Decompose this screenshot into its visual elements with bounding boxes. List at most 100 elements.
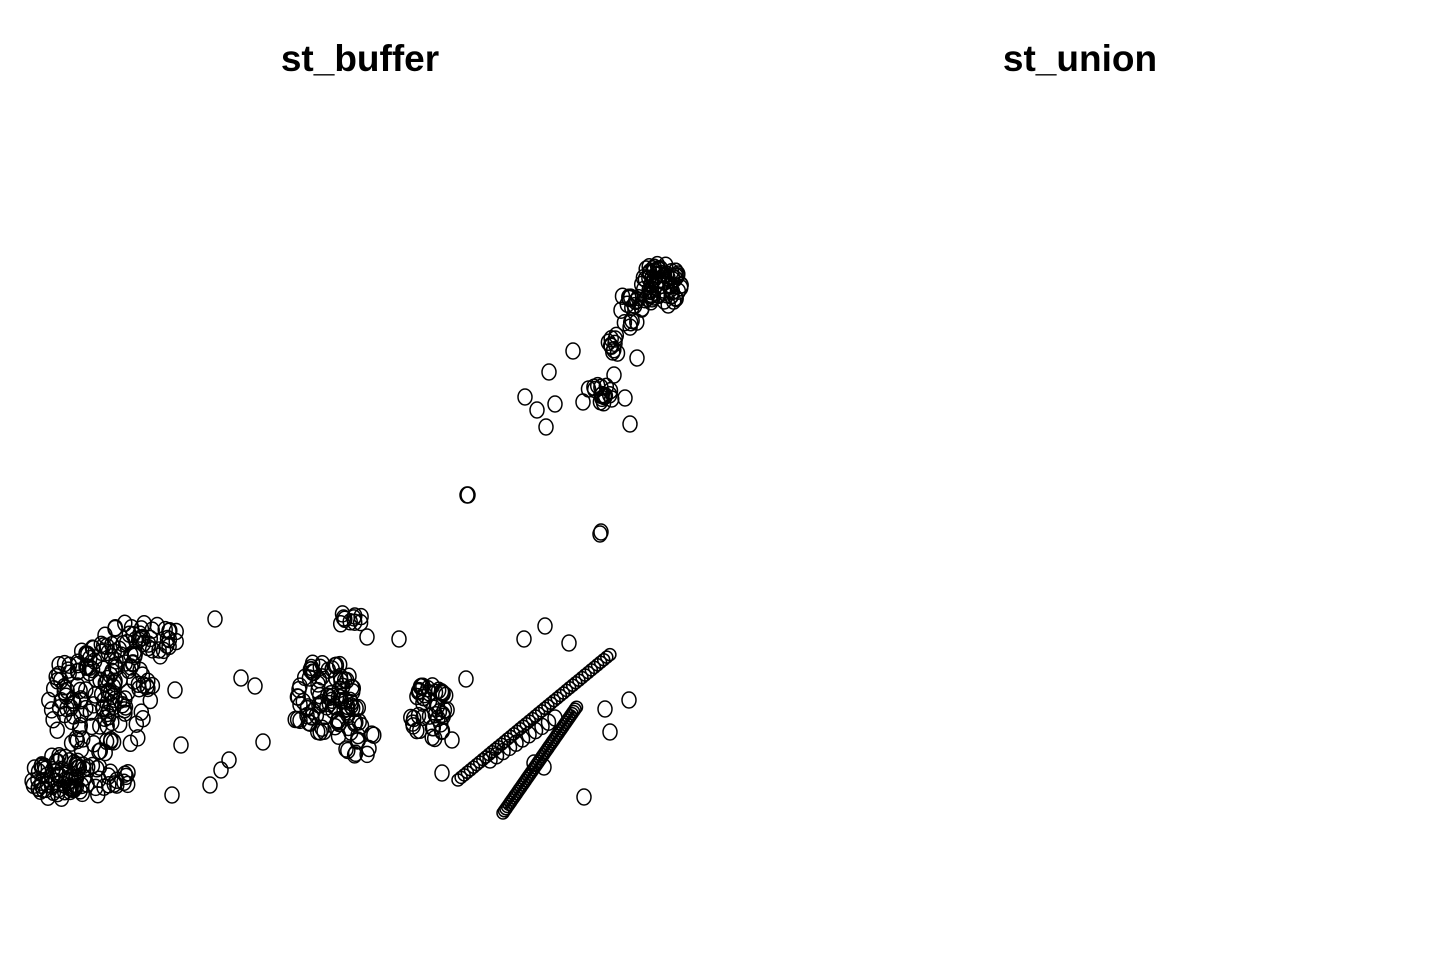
buffer-circle	[568, 702, 582, 717]
buffer-circle	[118, 767, 134, 786]
buffer-circle	[516, 630, 532, 648]
buffer-circle	[434, 764, 450, 782]
buffer-circle	[105, 733, 122, 751]
buffer-circle	[127, 647, 143, 665]
buffer-circle	[142, 691, 159, 710]
buffer-circle	[349, 732, 366, 750]
buffer-circle	[93, 635, 110, 654]
buffer-circle	[359, 628, 375, 646]
panel-title-st-union: st_union	[1002, 38, 1158, 79]
buffer-circle	[322, 684, 339, 703]
buffer-circle	[629, 349, 645, 367]
buffer-circle	[340, 741, 356, 760]
buffer-circle	[424, 718, 441, 737]
buffer-circle	[561, 634, 577, 652]
buffer-circle	[347, 744, 364, 763]
buffer-circle	[114, 695, 131, 714]
buffer-circle	[635, 269, 652, 287]
buffer-circle	[339, 697, 356, 716]
buffer-circle	[569, 700, 584, 714]
buffer-circle	[75, 730, 91, 748]
buffer-circle	[91, 758, 108, 776]
buffer-circle	[26, 759, 43, 777]
union-map	[720, 0, 1440, 960]
buffer-circle	[638, 260, 654, 278]
buffer-circle	[592, 525, 608, 543]
buffer-circle	[221, 751, 237, 769]
buffer-circle	[334, 605, 351, 623]
buffer-circle	[95, 699, 111, 717]
buffer-circle	[130, 675, 147, 694]
buffer-circle	[50, 780, 67, 799]
buffer-circle	[566, 704, 581, 719]
buffer-circle	[135, 628, 151, 647]
buffer-circle	[164, 786, 180, 804]
buffer-circle	[134, 666, 151, 684]
buffer-circle	[670, 282, 687, 300]
buffer-circle	[167, 681, 183, 699]
buffer-circle	[547, 395, 563, 413]
buffer-circle	[600, 650, 614, 664]
buffer-circle	[117, 614, 133, 633]
buffer-circle	[609, 344, 626, 362]
buffer-circle	[331, 655, 348, 674]
buffer-circle	[78, 681, 94, 699]
buffer-circle	[106, 775, 123, 793]
buffer-circle	[437, 686, 454, 705]
panel-title-st-buffer: st_buffer	[280, 38, 440, 79]
buffer-circle	[412, 721, 428, 740]
buffer-circle	[51, 767, 68, 785]
buffer-circle	[41, 691, 57, 710]
buffer-circle	[48, 772, 64, 791]
buffer-circle	[415, 694, 431, 712]
buffer-circle	[159, 636, 175, 654]
buffer-map	[24, 255, 689, 820]
buffer-circle	[538, 418, 554, 436]
buffer-circle	[593, 523, 609, 541]
buffer-circle	[133, 703, 150, 721]
buffer-circle	[458, 670, 474, 688]
buffer-circle	[104, 687, 121, 706]
buffer-circle	[606, 366, 622, 384]
buffer-circle	[338, 740, 354, 758]
buffer-circle	[601, 386, 618, 404]
buffer-circle	[120, 763, 136, 782]
buffer-circle	[598, 377, 615, 396]
buffer-circle	[319, 687, 336, 705]
buffer-circle	[49, 721, 65, 739]
buffer-circle	[597, 700, 613, 718]
buffer-circle	[30, 770, 46, 789]
buffer-circle	[53, 671, 69, 690]
buffer-circle	[93, 685, 110, 704]
buffer-circle	[103, 731, 119, 749]
buffer-circle	[327, 717, 343, 736]
buffer-circle	[91, 770, 107, 789]
buffer-circle	[72, 681, 88, 700]
buffer-circle	[651, 286, 667, 305]
buffer-circle	[413, 677, 430, 695]
buffer-circle	[78, 644, 94, 663]
buffer-circle	[312, 686, 328, 705]
buffer-circle	[106, 674, 123, 693]
buffer-circle	[233, 669, 249, 687]
buffer-circle	[84, 717, 100, 736]
buffer-circle	[76, 760, 92, 778]
buffer-circle	[350, 726, 366, 745]
buffer-circle	[626, 296, 643, 315]
buffer-circle	[117, 698, 134, 716]
buffer-circle	[336, 701, 352, 719]
buffer-circle	[213, 761, 229, 779]
buffer-circle	[529, 401, 545, 419]
buffer-circle	[613, 301, 629, 319]
buffer-circle	[607, 334, 623, 353]
buffer-circle	[622, 313, 639, 332]
buffer-circle	[62, 782, 78, 801]
buffer-circle	[255, 733, 271, 751]
buffer-circle	[459, 486, 475, 504]
buffer-circle	[672, 278, 689, 297]
buffer-circle	[107, 656, 123, 675]
buffer-circle	[621, 691, 637, 709]
buffer-circle	[648, 266, 664, 284]
buffer-circle	[435, 707, 451, 726]
buffer-circle	[132, 625, 148, 643]
